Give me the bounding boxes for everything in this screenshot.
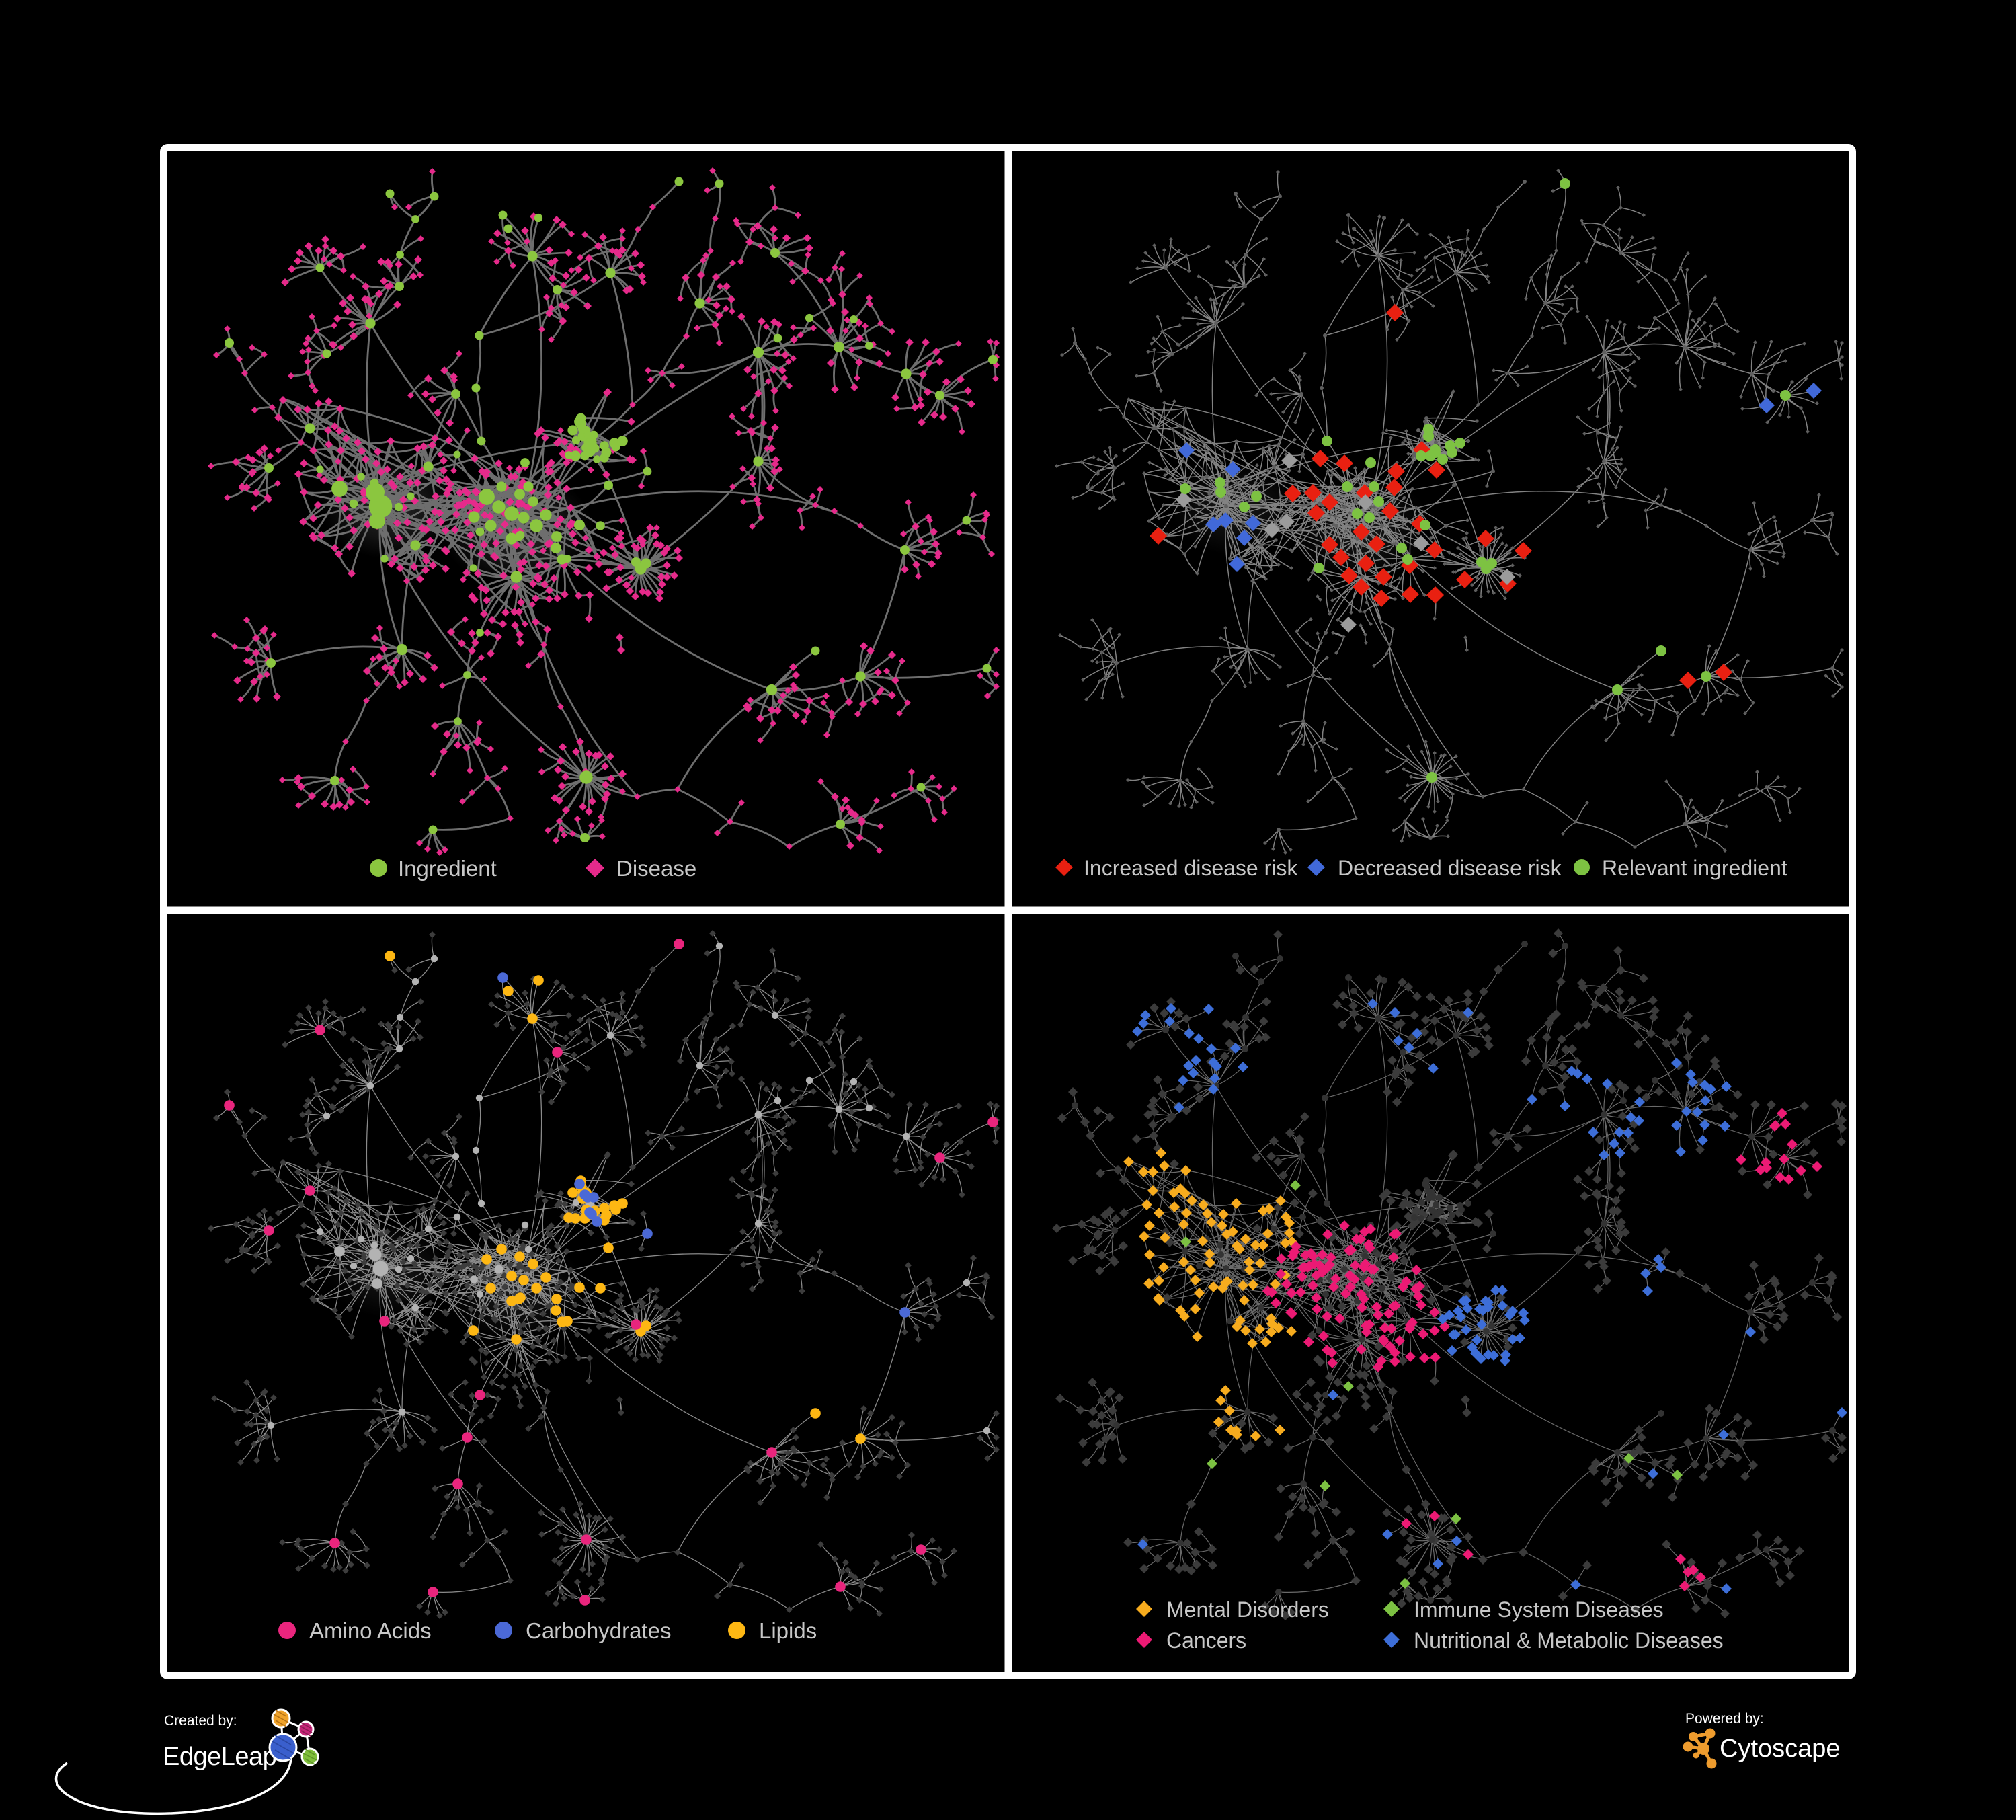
svg-text:Powered by:: Powered by: [1685, 1711, 1764, 1727]
svg-text:Immune System Diseases: Immune System Diseases [1414, 1597, 1664, 1622]
svg-text:Lipids: Lipids [759, 1618, 817, 1643]
svg-text:Decreased disease risk: Decreased disease risk [1338, 856, 1562, 880]
svg-text:Mental Disorders: Mental Disorders [1166, 1597, 1329, 1622]
svg-text:Cancers: Cancers [1166, 1628, 1246, 1653]
svg-text:Relevant ingredient: Relevant ingredient [1602, 856, 1787, 880]
svg-text:Increased disease risk: Increased disease risk [1084, 856, 1298, 880]
svg-text:Amino Acids: Amino Acids [309, 1618, 432, 1643]
svg-text:Carbohydrates: Carbohydrates [526, 1618, 671, 1643]
svg-text:Cytoscape: Cytoscape [1720, 1735, 1841, 1763]
svg-text:Disease: Disease [616, 856, 696, 881]
svg-text:Ingredient: Ingredient [398, 856, 497, 881]
svg-text:EdgeLeap: EdgeLeap [163, 1743, 276, 1771]
svg-text:Nutritional & Metabolic Diseas: Nutritional & Metabolic Diseases [1414, 1628, 1724, 1653]
svg-text:Created by:: Created by: [164, 1713, 237, 1729]
